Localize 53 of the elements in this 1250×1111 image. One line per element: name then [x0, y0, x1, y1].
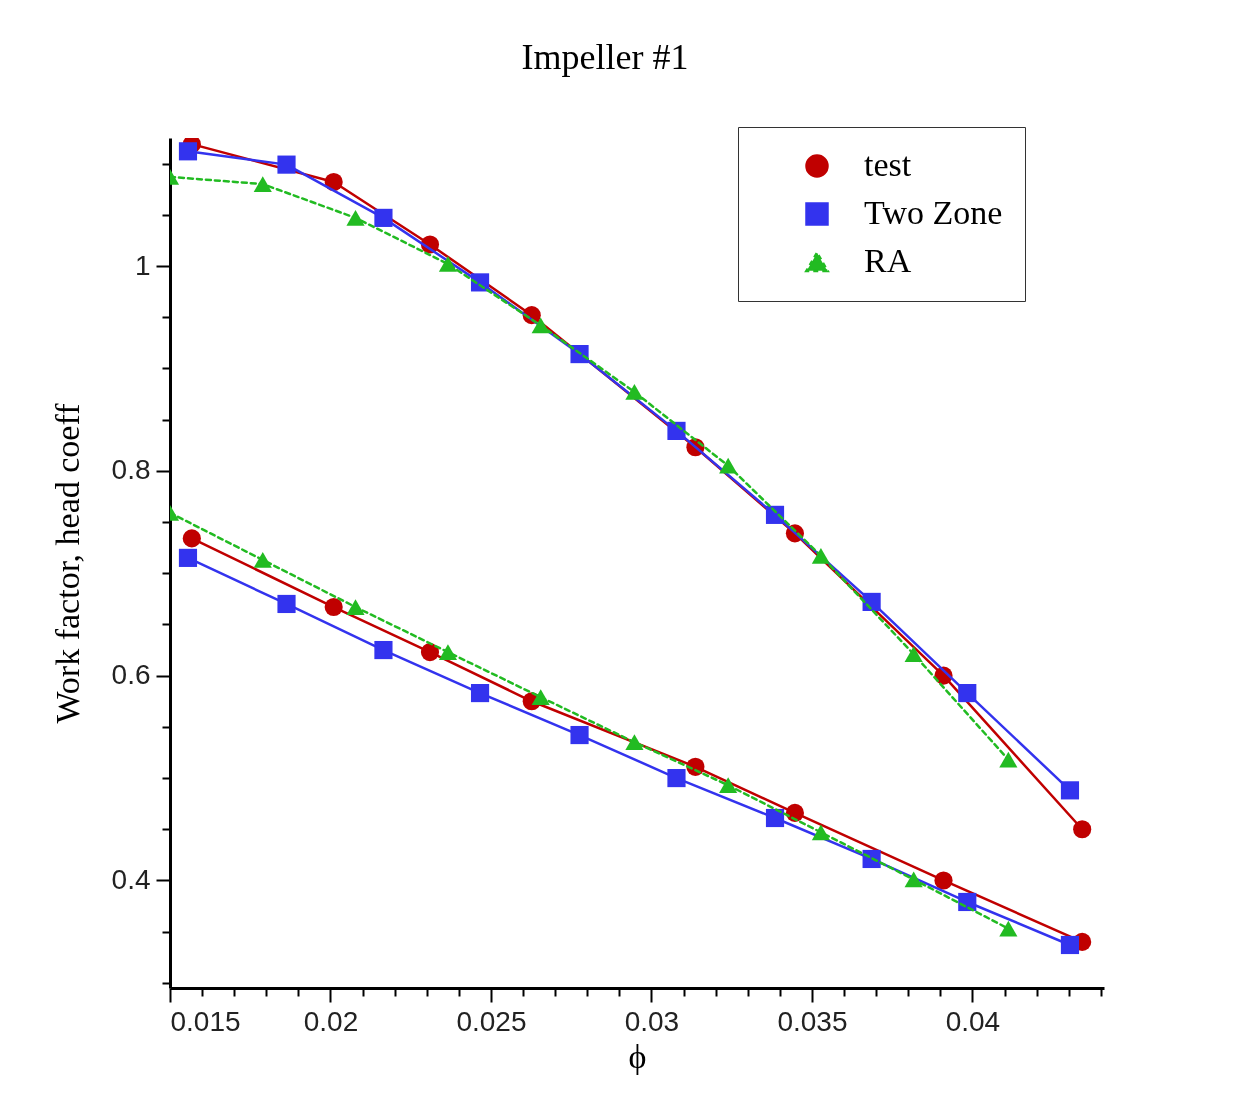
point	[862, 592, 881, 611]
point	[999, 920, 1018, 937]
x-tick-label: 0.015	[170, 1005, 241, 1037]
x-axis-title: ϕ	[628, 1037, 647, 1075]
x-tick-label: 0.03	[624, 1005, 680, 1037]
point	[667, 768, 686, 788]
point	[999, 751, 1018, 768]
point	[346, 599, 365, 615]
point	[374, 640, 393, 660]
point	[1060, 935, 1080, 955]
point	[438, 256, 458, 272]
point	[346, 210, 365, 226]
point	[811, 824, 830, 841]
point	[531, 317, 550, 334]
point	[934, 871, 953, 890]
point	[570, 725, 589, 745]
point	[904, 871, 923, 888]
point	[324, 597, 343, 617]
y-tick-label: 0.4	[111, 863, 151, 895]
point	[719, 457, 738, 474]
point	[182, 529, 201, 548]
point	[1060, 781, 1080, 800]
point	[719, 777, 738, 794]
point	[374, 208, 393, 227]
y-tick-label: 0.6	[111, 659, 151, 691]
y-tick-label: 0.8	[111, 454, 151, 486]
x-tick-label: 0.02	[303, 1005, 359, 1037]
x-tick-label: 0.04	[945, 1005, 1001, 1037]
y-tick-label: 1	[134, 249, 151, 281]
point	[625, 384, 644, 400]
point	[438, 644, 458, 660]
legend-label: test	[864, 146, 912, 183]
point	[811, 547, 830, 564]
point	[178, 548, 198, 567]
point	[958, 683, 977, 703]
point	[277, 155, 296, 174]
x-tick-label: 0.035	[777, 1005, 848, 1037]
x-tick-label: 0.025	[456, 1005, 527, 1037]
point	[904, 646, 923, 663]
legend-label: Two Zone	[864, 194, 1003, 231]
legend-label: RA	[864, 242, 912, 279]
chart-title: Impeller #1	[521, 36, 689, 77]
point	[277, 594, 296, 614]
point	[470, 683, 490, 703]
point	[765, 808, 785, 828]
point	[625, 734, 644, 751]
y-axis-title: Work factor, head coeff	[48, 402, 86, 724]
point	[420, 643, 440, 662]
point	[178, 142, 198, 161]
point	[1073, 820, 1092, 839]
point	[531, 689, 550, 706]
point	[253, 176, 272, 192]
point	[253, 552, 272, 568]
